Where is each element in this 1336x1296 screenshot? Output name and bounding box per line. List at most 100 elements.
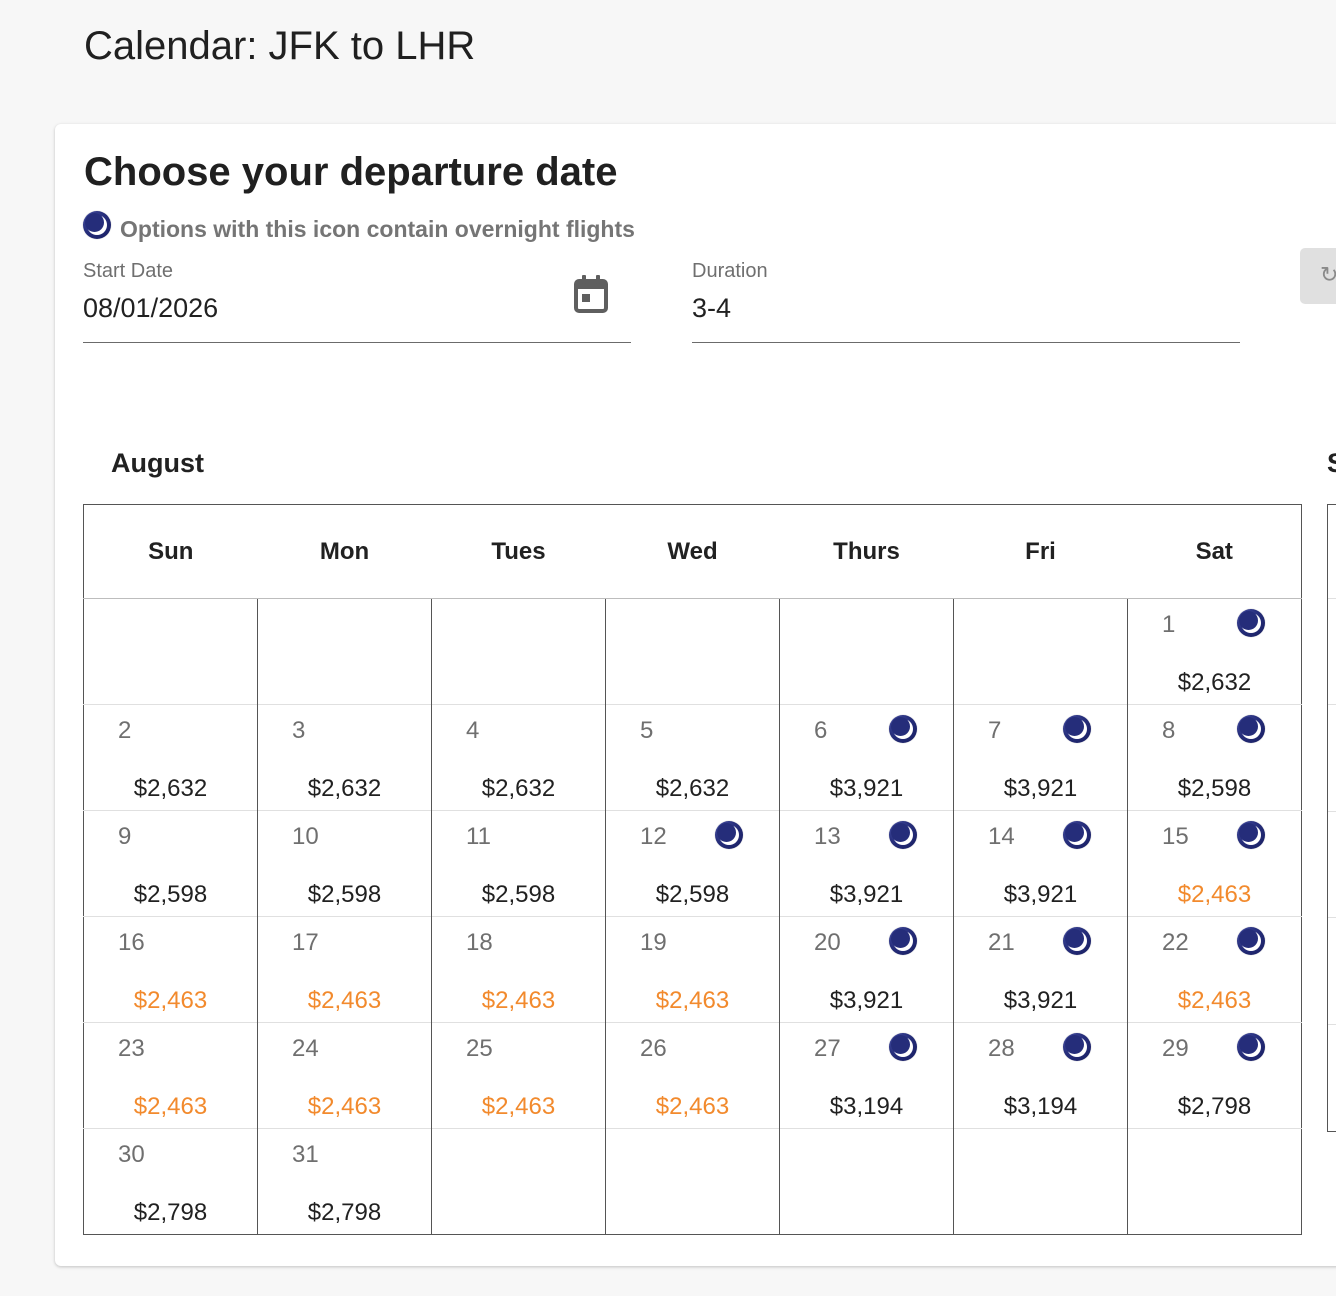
- departure-date-card: Choose your departure date Options with …: [55, 124, 1336, 1266]
- calendar-day-cell[interactable]: 2 $2,632: [83, 704, 258, 811]
- day-number: 30: [118, 1141, 145, 1168]
- day-price: $3,921: [1003, 775, 1078, 802]
- duration-value[interactable]: 3-4: [692, 293, 732, 323]
- day-number: 13: [814, 823, 841, 850]
- day-number: 27: [814, 1035, 841, 1062]
- grid-line: [1328, 598, 1336, 599]
- moon-icon: [1237, 609, 1265, 637]
- day-price: $2,632: [133, 775, 208, 802]
- day-number: 17: [292, 929, 319, 956]
- empty-day-cell: [605, 598, 780, 705]
- calendar-day-cell[interactable]: 9 $2,598: [83, 810, 258, 917]
- day-number: 4: [466, 717, 480, 744]
- day-price: $2,463: [481, 1093, 556, 1120]
- day-price: $2,463: [1177, 881, 1252, 908]
- calendar-day-cell[interactable]: 10 $2,598: [257, 810, 432, 917]
- day-number: 22: [1162, 929, 1189, 956]
- day-price: $2,463: [133, 1093, 208, 1120]
- calendar-day-cell[interactable]: 1 $2,632: [1127, 598, 1302, 705]
- overnight-legend: Options with this icon contain overnight…: [83, 208, 635, 242]
- day-price: $3,921: [829, 987, 904, 1014]
- calendar-day-cell[interactable]: 20 $3,921: [779, 916, 954, 1023]
- calendar-day-cell[interactable]: 12 $2,598: [605, 810, 780, 917]
- calendar-day-cell[interactable]: 30 $2,798: [83, 1128, 258, 1235]
- moon-icon: [889, 927, 917, 955]
- empty-day-cell: [953, 598, 1128, 705]
- start-date-value[interactable]: 08/01/2026: [83, 293, 219, 323]
- day-price: $2,463: [655, 987, 730, 1014]
- moon-icon: [1237, 1033, 1265, 1061]
- calendar-day-cell[interactable]: 24 $2,463: [257, 1022, 432, 1129]
- weekday-sun: Sun: [83, 504, 258, 599]
- day-number: 28: [988, 1035, 1015, 1062]
- day-price: $2,598: [307, 881, 382, 908]
- day-price: $2,463: [655, 1093, 730, 1120]
- calendar-day-cell[interactable]: 3 $2,632: [257, 704, 432, 811]
- moon-icon: [1237, 927, 1265, 955]
- calendar-day-cell[interactable]: 8 $2,598: [1127, 704, 1302, 811]
- day-number: 14: [988, 823, 1015, 850]
- page-title: Calendar: JFK to LHR: [84, 24, 476, 68]
- day-price: $2,598: [481, 881, 556, 908]
- moon-icon: [1237, 715, 1265, 743]
- day-number: 6: [814, 717, 828, 744]
- calendar-day-cell[interactable]: 6 $3,921: [779, 704, 954, 811]
- calendar-day-cell[interactable]: 31 $2,798: [257, 1128, 432, 1235]
- day-number: 24: [292, 1035, 319, 1062]
- grid-line: [1328, 917, 1336, 918]
- calendar-day-cell[interactable]: 5 $2,632: [605, 704, 780, 811]
- calendar-icon[interactable]: [573, 274, 609, 314]
- calendar-day-cell[interactable]: 4 $2,632: [431, 704, 606, 811]
- day-price: $2,463: [1177, 987, 1252, 1014]
- calendar-day-cell[interactable]: 27 $3,194: [779, 1022, 954, 1129]
- calendar-week-row: 1 $2,632: [83, 598, 1302, 705]
- duration-field[interactable]: Duration 3-4: [692, 260, 1240, 343]
- calendar-day-cell[interactable]: 28 $3,194: [953, 1022, 1128, 1129]
- empty-day-cell: [779, 598, 954, 705]
- weekday-tue: Tues: [431, 504, 606, 599]
- next-month-label: S: [1327, 448, 1336, 479]
- moon-icon: [715, 821, 743, 849]
- empty-day-cell: [953, 1128, 1128, 1235]
- moon-icon: [1063, 927, 1091, 955]
- day-price: $2,463: [481, 987, 556, 1014]
- day-number: 7: [988, 717, 1002, 744]
- refresh-button[interactable]: ↻: [1300, 248, 1336, 304]
- day-number: 12: [640, 823, 667, 850]
- calendar-day-cell[interactable]: 29 $2,798: [1127, 1022, 1302, 1129]
- weekday-header-row: Sun Mon Tues Wed Thurs Fri Sat: [83, 504, 1302, 599]
- moon-icon: [83, 211, 111, 239]
- calendar-day-cell[interactable]: 11 $2,598: [431, 810, 606, 917]
- empty-day-cell: [431, 598, 606, 705]
- calendar-day-cell[interactable]: 14 $3,921: [953, 810, 1128, 917]
- calendar-day-cell[interactable]: 16 $2,463: [83, 916, 258, 1023]
- moon-icon: [889, 715, 917, 743]
- calendar-day-cell[interactable]: 13 $3,921: [779, 810, 954, 917]
- calendar-day-cell[interactable]: 19 $2,463: [605, 916, 780, 1023]
- weekday-wed: Wed: [605, 504, 780, 599]
- calendar-day-cell[interactable]: 17 $2,463: [257, 916, 432, 1023]
- start-date-field[interactable]: Start Date 08/01/2026: [83, 260, 631, 343]
- calendar-day-cell[interactable]: 22 $2,463: [1127, 916, 1302, 1023]
- day-number: 11: [466, 823, 491, 850]
- calendar-day-cell[interactable]: 23 $2,463: [83, 1022, 258, 1129]
- weekday-thu: Thurs: [779, 504, 954, 599]
- day-price: $2,632: [307, 775, 382, 802]
- day-number: 1: [1162, 611, 1176, 638]
- calendar-day-cell[interactable]: 26 $2,463: [605, 1022, 780, 1129]
- start-date-label: Start Date: [83, 260, 174, 282]
- calendar-day-cell[interactable]: 18 $2,463: [431, 916, 606, 1023]
- calendar-day-cell[interactable]: 21 $3,921: [953, 916, 1128, 1023]
- moon-icon: [889, 1033, 917, 1061]
- day-number: 20: [814, 929, 841, 956]
- moon-icon: [1063, 1033, 1091, 1061]
- calendar-day-cell[interactable]: 15 $2,463: [1127, 810, 1302, 917]
- moon-icon: [1063, 821, 1091, 849]
- day-price: $2,798: [1177, 1093, 1252, 1120]
- calendar-day-cell[interactable]: 7 $3,921: [953, 704, 1128, 811]
- empty-day-cell: [605, 1128, 780, 1235]
- calendar-day-cell[interactable]: 25 $2,463: [431, 1022, 606, 1129]
- empty-day-cell: [83, 598, 258, 705]
- card-title: Choose your departure date: [84, 150, 618, 194]
- moon-icon: [1237, 821, 1265, 849]
